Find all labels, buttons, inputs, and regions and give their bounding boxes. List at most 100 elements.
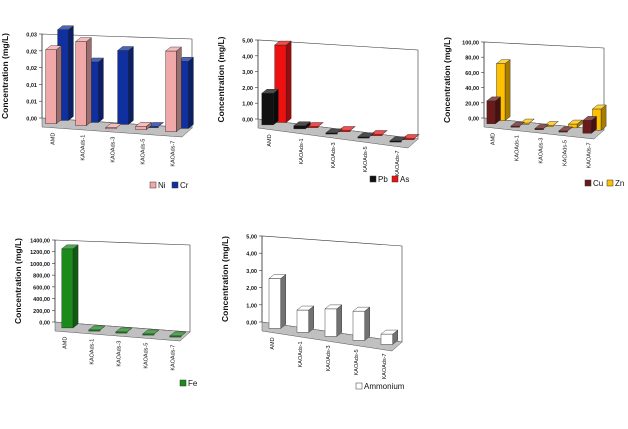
y-tick-label: 0,00 xyxy=(26,117,37,123)
y-axis-label: Concentration (mg/L) xyxy=(13,238,23,324)
y-tick-label: 40,00 xyxy=(465,86,479,92)
y-tick-label: 1,00 xyxy=(246,303,257,309)
bar-ni xyxy=(105,123,122,130)
bar-front xyxy=(135,126,147,130)
bar-top xyxy=(293,121,311,126)
bar-top xyxy=(486,96,502,102)
bar-fe xyxy=(115,327,133,334)
bar-side xyxy=(336,304,342,337)
y-tick-label: 80,00 xyxy=(465,56,479,62)
x-tick-label: KAOAds-7 xyxy=(382,353,388,379)
y-axis-label: Concentration (mg/L) xyxy=(442,37,452,123)
x-tick-label: KAOAds-7 xyxy=(171,141,177,167)
bar-top xyxy=(370,130,388,135)
bar-front xyxy=(117,50,129,125)
x-tick-label: KAOAds-1 xyxy=(81,135,87,161)
x-tick-label: AMD xyxy=(51,133,57,145)
chart-5: 0,00 1,00 2,00 3,00 4,00 5,00 Concentration (m… xyxy=(220,235,405,392)
legend-swatch xyxy=(369,175,377,183)
bar-zn xyxy=(591,104,607,131)
bar-top xyxy=(268,274,287,279)
bar-top xyxy=(495,59,511,64)
x-tick-label: KAOAds-5 xyxy=(562,140,568,166)
y-tick-label: 800,00 xyxy=(33,274,50,280)
y-tick-label: 4,00 xyxy=(246,252,257,258)
bar-top xyxy=(582,116,598,121)
bar-cr xyxy=(57,25,74,121)
bar-fe xyxy=(88,325,106,332)
bar-top xyxy=(135,122,152,127)
bar-top xyxy=(142,329,160,335)
bar-top xyxy=(261,89,279,94)
bar-fe xyxy=(142,329,160,336)
bar-top xyxy=(402,134,420,139)
bar-cu xyxy=(558,126,574,133)
x-tick-label: KAOAds-5 xyxy=(141,139,147,165)
bar-side xyxy=(364,306,370,341)
y-tick-label: 2,00 xyxy=(242,86,253,92)
floor xyxy=(483,117,605,140)
x-tick-label: KAOAds-5 xyxy=(143,343,149,369)
legend-swatch xyxy=(391,175,399,183)
x-tick-label: KAOAds-5 xyxy=(354,349,360,375)
bar-side xyxy=(68,25,74,121)
bar-ammonium xyxy=(380,329,399,345)
bar-top xyxy=(169,331,187,337)
legend-label: Fe xyxy=(188,379,198,388)
x-tick-label: KAOAds-1 xyxy=(299,138,305,164)
y-tick-label: 5,00 xyxy=(246,235,257,241)
bar-top xyxy=(296,305,315,311)
y-tick-label: 600,00 xyxy=(33,285,50,291)
bar-top xyxy=(338,126,356,131)
bar-top xyxy=(352,306,371,312)
legend-label: As xyxy=(400,175,409,184)
x-tick-label: AMD xyxy=(62,337,68,349)
bar-top xyxy=(61,244,79,250)
chart-2: 0,00 1,00 2,00 3,00 4,00 5,00 Concentration (m… xyxy=(216,36,420,184)
bar-side xyxy=(308,305,314,333)
bar-top xyxy=(591,104,607,110)
y-axis-label: Concentration (mg/L) xyxy=(0,33,10,119)
y-tick-label: 20,00 xyxy=(465,101,479,107)
bar-side xyxy=(285,40,292,123)
legend-label: Ni xyxy=(158,181,166,190)
bar-top xyxy=(558,126,574,132)
legend-swatch xyxy=(355,382,363,390)
bar-ammonium xyxy=(324,304,343,337)
bar-cr xyxy=(117,46,134,125)
x-tick-label: KAOAds-3 xyxy=(111,137,117,163)
bar-top xyxy=(117,46,134,51)
bar-front xyxy=(75,41,87,126)
y-tick-label: 0,00 xyxy=(468,117,479,123)
bar-ammonium xyxy=(296,305,315,333)
y-tick-label: 200,00 xyxy=(33,309,50,315)
bar-top xyxy=(357,132,375,138)
bar-ni xyxy=(165,46,182,133)
bar-cu xyxy=(534,124,550,130)
chart-1: 0,00 0,01 0,01 0,02 0,02 0,03 Concentration (m… xyxy=(0,25,194,190)
bar-side xyxy=(495,96,501,125)
bar-ni xyxy=(45,45,62,125)
x-tick-label: KAOAds-7 xyxy=(586,142,592,168)
bar-top xyxy=(567,119,583,125)
bar-side xyxy=(128,46,134,125)
bar-top xyxy=(165,46,182,52)
y-tick-label: 0,00 xyxy=(39,321,50,327)
y-axis-label: Concentration (mg/L) xyxy=(216,36,226,122)
bar-front xyxy=(486,100,496,124)
legend-swatch xyxy=(606,179,614,187)
x-tick-label: KAOAds-1 xyxy=(89,339,95,365)
bar-front xyxy=(352,310,365,341)
bar-top xyxy=(88,325,106,331)
bar-side xyxy=(188,56,194,129)
chart-3: 0,00 20,00 40,00 60,00 80,00 100,00 Concentrat… xyxy=(442,37,624,188)
y-tick-label: 1,00 xyxy=(242,102,253,108)
y-tick-label: 0,02 xyxy=(26,66,37,72)
x-tick-label: KAOAds-3 xyxy=(116,341,122,367)
legend-label: Pb xyxy=(378,175,388,184)
x-tick-label: KAOAds-3 xyxy=(326,345,332,371)
y-tick-label: 0,01 xyxy=(26,83,37,89)
y-tick-label: 2,00 xyxy=(246,286,257,292)
bar-side xyxy=(504,59,511,122)
x-tick-label: KAOAds-1 xyxy=(514,135,520,161)
